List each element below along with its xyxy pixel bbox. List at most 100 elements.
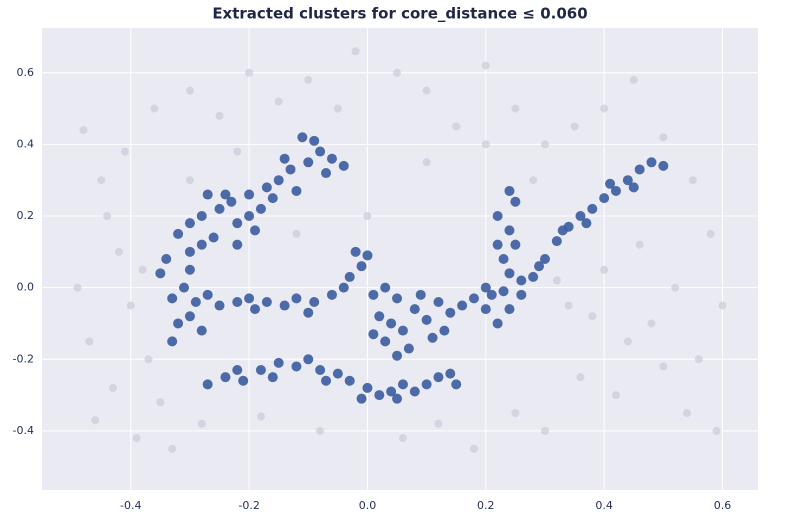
cluster-point xyxy=(326,289,337,300)
cluster-point xyxy=(321,375,332,386)
y-tick-label: 0.2 xyxy=(17,209,35,222)
cluster-point xyxy=(386,318,397,329)
noise-point xyxy=(126,301,135,310)
noise-point xyxy=(647,319,656,328)
cluster-point xyxy=(634,164,645,175)
noise-point xyxy=(540,140,549,149)
cluster-point xyxy=(392,350,403,361)
cluster-point xyxy=(368,289,379,300)
cluster-point xyxy=(326,153,337,164)
noise-point xyxy=(422,158,431,167)
noise-point xyxy=(292,229,301,238)
cluster-point xyxy=(498,286,509,297)
cluster-point xyxy=(356,393,367,404)
noise-point xyxy=(304,75,313,84)
cluster-point xyxy=(403,343,414,354)
noise-point xyxy=(85,337,94,346)
x-tick-label: -0.4 xyxy=(120,499,141,512)
cluster-point xyxy=(510,196,521,207)
noise-point xyxy=(600,265,609,274)
noise-point xyxy=(398,434,407,443)
noise-point xyxy=(274,97,283,106)
x-tick-label: 0.6 xyxy=(714,499,732,512)
cluster-point xyxy=(226,196,237,207)
cluster-point xyxy=(267,372,278,383)
cluster-point xyxy=(433,296,444,307)
cluster-point xyxy=(415,289,426,300)
cluster-point xyxy=(557,225,568,236)
cluster-point xyxy=(220,189,231,200)
noise-point xyxy=(114,247,123,256)
noise-point xyxy=(481,61,490,70)
cluster-point xyxy=(303,157,314,168)
cluster-point xyxy=(362,250,373,261)
cluster-point xyxy=(273,175,284,186)
cluster-point xyxy=(451,379,462,390)
noise-point xyxy=(623,337,632,346)
cluster-point xyxy=(427,332,438,343)
noise-point xyxy=(682,409,691,417)
cluster-point xyxy=(575,211,586,222)
cluster-point xyxy=(504,185,515,196)
cluster-point xyxy=(315,365,326,376)
cluster-point xyxy=(267,193,278,204)
cluster-point xyxy=(599,193,610,204)
y-tick-label: -0.2 xyxy=(13,352,34,365)
noise-point xyxy=(393,68,402,77)
cluster-point xyxy=(303,354,314,365)
noise-point xyxy=(168,444,177,453)
cluster-point xyxy=(196,325,207,336)
cluster-point xyxy=(208,232,219,243)
noise-point xyxy=(138,265,147,274)
cluster-point xyxy=(409,386,420,397)
noise-point xyxy=(363,212,372,221)
noise-point xyxy=(351,47,360,56)
noise-point xyxy=(185,176,194,185)
cluster-point xyxy=(250,225,261,236)
cluster-point xyxy=(534,261,545,272)
cluster-point xyxy=(421,379,432,390)
noise-point xyxy=(144,355,153,364)
noise-point xyxy=(706,229,715,238)
cluster-point xyxy=(196,211,207,222)
cluster-point xyxy=(155,268,166,279)
cluster-point xyxy=(273,357,284,368)
cluster-point xyxy=(344,271,355,282)
cluster-point xyxy=(581,218,592,229)
cluster-point xyxy=(486,289,497,300)
cluster-point xyxy=(368,329,379,340)
noise-point xyxy=(452,122,461,131)
cluster-point xyxy=(622,175,633,186)
cluster-point xyxy=(332,368,343,379)
cluster-point xyxy=(539,254,550,264)
cluster-point xyxy=(392,293,403,304)
noise-point xyxy=(469,444,478,453)
cluster-point xyxy=(658,160,669,171)
cluster-point xyxy=(238,375,249,386)
cluster-point xyxy=(610,185,621,196)
cluster-point xyxy=(362,382,373,393)
noise-point xyxy=(109,383,118,392)
cluster-point xyxy=(457,300,468,311)
cluster-point xyxy=(232,239,243,250)
cluster-point xyxy=(504,225,515,236)
cluster-point xyxy=(261,296,272,307)
noise-point xyxy=(694,355,703,364)
x-tick-label: 0.4 xyxy=(595,499,613,512)
cluster-point xyxy=(291,185,302,196)
cluster-point xyxy=(439,325,450,336)
noise-point xyxy=(434,419,443,428)
cluster-point xyxy=(356,261,367,272)
cluster-point xyxy=(297,132,308,143)
noise-point xyxy=(635,240,644,249)
cluster-point xyxy=(350,246,361,257)
cluster-point xyxy=(492,318,503,329)
cluster-point xyxy=(196,239,207,250)
noise-point xyxy=(629,75,638,84)
cluster-point xyxy=(338,160,349,171)
y-tick-label: 0.0 xyxy=(17,281,35,294)
cluster-point xyxy=(214,203,225,214)
cluster-point xyxy=(167,293,178,304)
cluster-point xyxy=(244,189,255,200)
cluster-point xyxy=(504,304,515,315)
